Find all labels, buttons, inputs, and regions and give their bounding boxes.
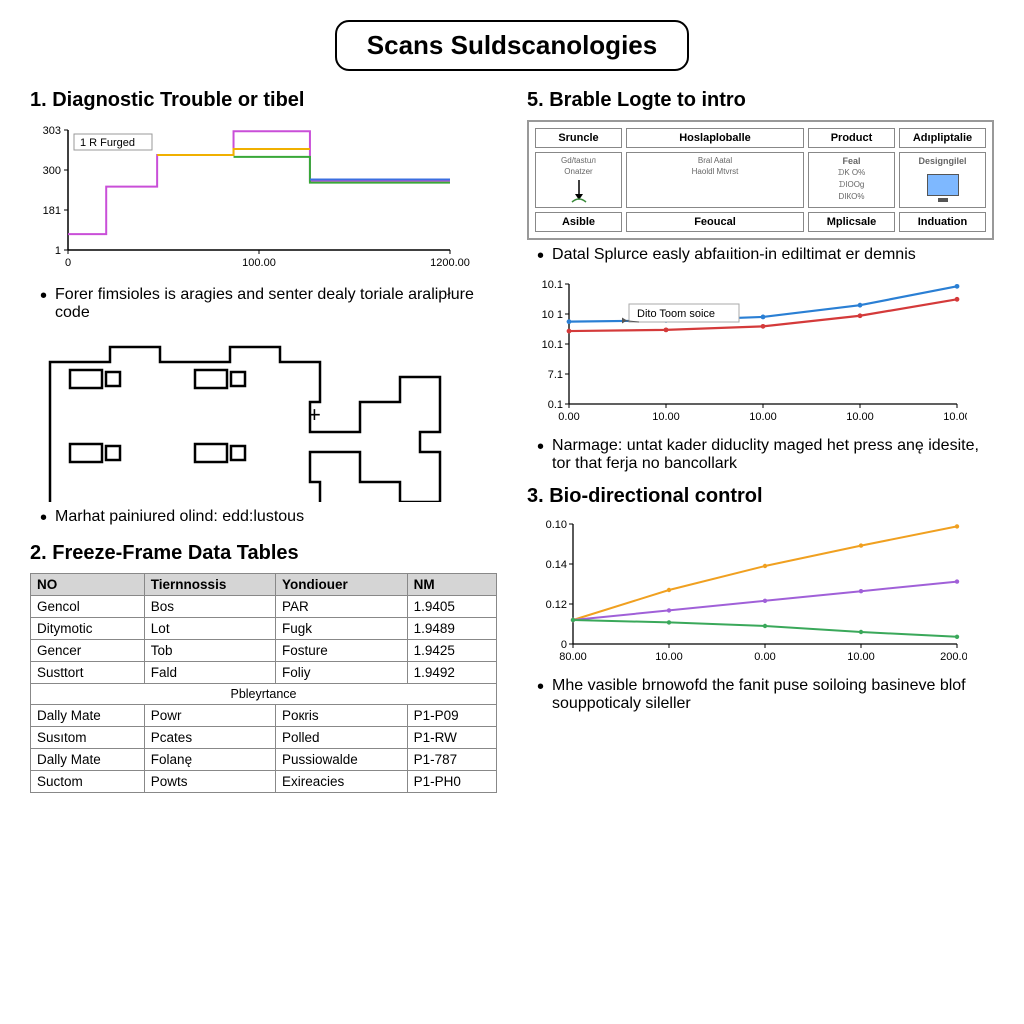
svg-text:1: 1 — [55, 245, 61, 257]
floorplan-bullet: Marhat painiured olind: edd:lustous — [40, 508, 497, 528]
svg-text:0: 0 — [65, 257, 71, 269]
table-row: SuctomPowtsExireaciesP1-PH0 — [31, 771, 497, 793]
svg-text:10.00: 10.00 — [943, 411, 967, 423]
panel-header: Product — [808, 128, 895, 148]
sec5-heading: 5. Brable Logte to intro — [527, 89, 994, 112]
panel-body: Designgilel — [899, 152, 986, 208]
panel-header: Hoslaploballe — [626, 128, 804, 148]
panel-body: FealᗪK O%ᗪIOOgDIКO% — [808, 152, 895, 208]
table-row: Dally MatePowrPoкrisP1-P09 — [31, 705, 497, 727]
svg-text:+: + — [308, 402, 321, 427]
svg-text:181: 181 — [43, 205, 61, 217]
svg-text:10.00: 10.00 — [846, 411, 874, 423]
table-header: NO — [31, 574, 145, 596]
sec1-bullet: Forer fimsioles is aragies and senter de… — [40, 286, 497, 322]
svg-text:1200.00: 1200.00 — [430, 257, 470, 269]
table-header: Yondiouer — [276, 574, 408, 596]
svg-text:200.00: 200.00 — [940, 651, 967, 663]
panel-body: Bral AatalHaoldl Mtvrst — [626, 152, 804, 208]
svg-text:80.00: 80.00 — [559, 651, 587, 663]
panel-body: Gd/tastuлOnatzer — [535, 152, 622, 208]
table-row: DitymoticLotFugk1.9489 — [31, 618, 497, 640]
sec5-bullet: Datal Splurce easly abfaıition-in edilti… — [537, 246, 994, 266]
svg-text:1 R Furged: 1 R Furged — [80, 137, 135, 149]
panel-header: Sruncle — [535, 128, 622, 148]
sec3-chart: 0.10 0.14 0.12 080.00 10.00 0.00 10.00 200.00 — [527, 516, 994, 671]
table-row: GencolBosPAR1.9405 — [31, 596, 497, 618]
table-row: SusttortFaldFoliy1.9492 — [31, 662, 497, 684]
svg-text:0.12: 0.12 — [546, 599, 567, 611]
svg-text:0.10: 0.10 — [546, 519, 567, 531]
svg-text:10.00: 10.00 — [749, 411, 777, 423]
svg-text:10.00: 10.00 — [847, 651, 875, 663]
page-title: Scans Suldscanologies — [335, 20, 689, 71]
svg-text:300: 300 — [43, 165, 61, 177]
monitor-icon — [927, 174, 959, 196]
sec1-chart: 303 300 181 10 100.00 1200.00 1 R Furged — [30, 120, 497, 280]
svg-text:10.00: 10.00 — [652, 411, 680, 423]
svg-text:303: 303 — [43, 125, 61, 137]
sec3-heading: 3. Bio-directional control — [527, 485, 994, 508]
sec5-chart2: 10.1 10 1 10.1 7.1 0.10.00 10.00 10.00 10.00 10.… — [527, 276, 994, 431]
svg-text:10.1: 10.1 — [542, 339, 563, 351]
svg-text:10.1: 10.1 — [542, 279, 563, 291]
left-column: 1. Diagnostic Trouble or tibel 303 300 181… — [30, 89, 497, 793]
svg-text:0.00: 0.00 — [558, 411, 579, 423]
panel-footer-cell: Induation — [899, 212, 986, 232]
table-header: Tiernnossis — [144, 574, 275, 596]
svg-text:Dito Toom soice: Dito Toom soice — [637, 308, 715, 320]
svg-text:10.00: 10.00 — [655, 651, 683, 663]
freeze-frame-table: NOTiernnossisYondiouerNM GencolBosPAR1.9… — [30, 573, 497, 793]
panel-header: Adıpliptalie — [899, 128, 986, 148]
table-row: GencerTobFosture1.9425 — [31, 640, 497, 662]
svg-text:0.00: 0.00 — [754, 651, 775, 663]
svg-text:7.1: 7.1 — [548, 369, 563, 381]
sec5-bullet2: Narmage: untat kader diduclity maged het… — [537, 437, 994, 473]
table-divider: Pbleyrtance — [31, 684, 497, 705]
table-row: Dally MateFolanęPussiowaldeP1-787 — [31, 749, 497, 771]
svg-text:0.1: 0.1 — [548, 399, 563, 411]
sec5-panel: SruncleHoslaploballeProductAdıpliptalie G… — [527, 120, 994, 240]
panel-footer-cell: Feoucal — [626, 212, 804, 232]
panel-footer-cell: Mplicsale — [808, 212, 895, 232]
sec2-heading: 2. Freeze-Frame Data Tables — [30, 542, 497, 565]
table-header: NM — [407, 574, 496, 596]
svg-text:10 1: 10 1 — [542, 309, 563, 321]
panel-footer-cell: Asible — [535, 212, 622, 232]
svg-text:0.14: 0.14 — [546, 559, 567, 571]
table-row: SusıtomPcatesPolledP1-RW — [31, 727, 497, 749]
floorplan-diagram: + — [30, 332, 497, 502]
sec3-bullet: Mhe vasible brnowofd the fanit puse soil… — [537, 677, 994, 713]
svg-text:0: 0 — [561, 639, 567, 651]
sec1-heading: 1. Diagnostic Trouble or tibel — [30, 89, 497, 112]
right-column: 5. Brable Logte to intro SruncleHoslaplo… — [527, 89, 994, 793]
main-columns: 1. Diagnostic Trouble or tibel 303 300 181… — [30, 89, 994, 793]
svg-text:100.00: 100.00 — [242, 257, 276, 269]
